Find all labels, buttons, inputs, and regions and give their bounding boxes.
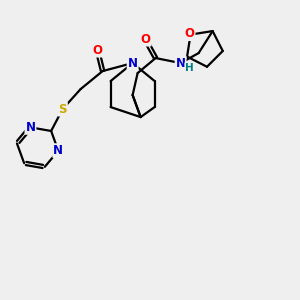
Text: N: N (128, 57, 138, 70)
Text: O: O (141, 33, 151, 46)
Text: N: N (176, 57, 186, 70)
Text: N: N (53, 144, 63, 157)
Text: N: N (26, 121, 35, 134)
Text: S: S (58, 103, 67, 116)
Text: H: H (185, 63, 194, 73)
Text: O: O (93, 44, 103, 57)
Text: O: O (184, 27, 195, 40)
